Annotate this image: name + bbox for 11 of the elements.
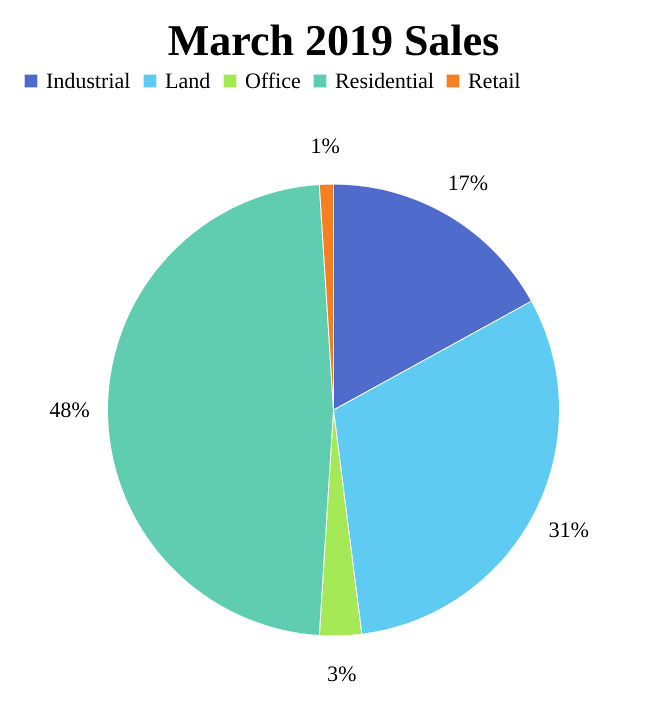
legend-label: Land (165, 68, 210, 93)
legend-label: Office (245, 68, 301, 93)
data-label: 17% (448, 170, 488, 195)
data-label: 1% (310, 133, 340, 158)
legend-label: Residential (335, 68, 434, 93)
data-label: 31% (548, 516, 589, 542)
legend-label: Retail (468, 68, 521, 93)
data-label: 48% (49, 397, 90, 422)
legend-label: Industrial (46, 68, 130, 93)
data-label: 3% (327, 660, 356, 686)
chart-title: March 2019 Sales (168, 16, 500, 65)
